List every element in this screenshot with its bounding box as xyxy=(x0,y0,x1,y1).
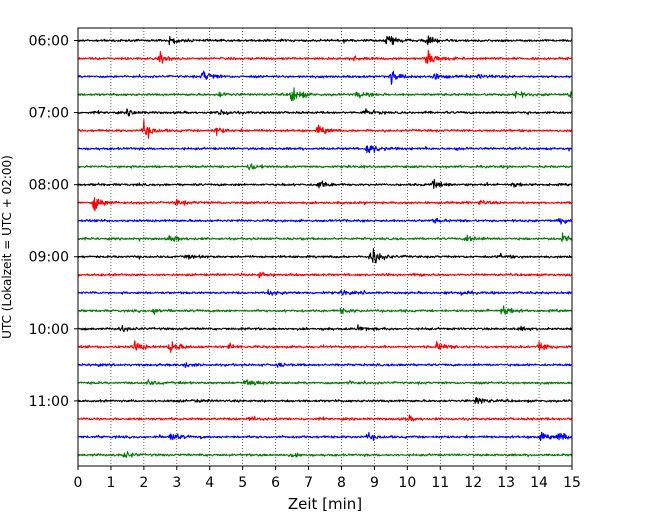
trace-line-0830 xyxy=(77,218,573,225)
x-tick-label: 13 xyxy=(497,475,515,491)
trace-line-1115 xyxy=(77,414,573,422)
trace-line-1100 xyxy=(77,396,573,405)
y-tick-label: 08:00 xyxy=(29,178,69,194)
y-axis: 06:00 07:00 08:00 09:00 10:00 11:00 xyxy=(29,34,78,410)
trace-line-1015 xyxy=(77,340,573,354)
trace-line-0630 xyxy=(77,70,573,85)
trace-line-0745 xyxy=(77,163,573,171)
grid-lines xyxy=(110,28,540,466)
trace-line-0600 xyxy=(77,35,573,46)
x-tick-label: 14 xyxy=(530,475,548,491)
y-tick-label: 09:00 xyxy=(29,250,69,266)
plot-frame xyxy=(77,27,573,467)
trace-line-1145 xyxy=(77,450,573,458)
x-tick-label: 12 xyxy=(464,475,482,491)
y-tick-label: 11:00 xyxy=(29,394,69,410)
trace-line-0615 xyxy=(77,49,573,64)
x-tick-label: 2 xyxy=(139,475,148,491)
x-tick-label: 6 xyxy=(271,475,280,491)
trace-line-0845 xyxy=(77,232,573,243)
x-tick-label: 8 xyxy=(337,475,346,491)
x-tick-label: 3 xyxy=(172,475,181,491)
trace-line-0700 xyxy=(77,108,573,117)
x-tick-label: 10 xyxy=(398,475,416,491)
trace-line-0945 xyxy=(77,305,573,315)
trace-line-0715 xyxy=(77,119,573,139)
x-tick-label: 0 xyxy=(74,475,83,491)
x-tick-label: 1 xyxy=(106,475,115,491)
x-tick-label: 11 xyxy=(431,475,449,491)
x-tick-label: 7 xyxy=(304,475,313,491)
y-axis-label: UTC (Lokalzeit = UTC + 02:00) xyxy=(0,155,14,339)
trace-line-1130 xyxy=(77,431,573,442)
y-tick-label: 06:00 xyxy=(29,34,69,50)
x-tick-label: 4 xyxy=(205,475,214,491)
trace-group xyxy=(77,35,573,458)
x-tick-label: 9 xyxy=(370,475,379,491)
trace-line-1045 xyxy=(77,379,573,386)
x-axis: 0 1 2 3 4 5 6 7 8 9 10 11 12 13 14 15 xyxy=(74,466,581,491)
y-tick-label: 10:00 xyxy=(29,322,69,338)
trace-line-0900 xyxy=(77,248,573,264)
trace-line-0800 xyxy=(77,178,573,190)
trace-line-0930 xyxy=(77,289,573,296)
trace-line-1000 xyxy=(77,324,573,333)
trace-line-0915 xyxy=(77,271,573,279)
x-tick-label: 15 xyxy=(563,475,581,491)
x-axis-label: Zeit [min] xyxy=(288,495,362,513)
trace-line-0645 xyxy=(77,87,573,102)
y-tick-label: 07:00 xyxy=(29,106,69,122)
trace-line-0815 xyxy=(77,196,573,212)
trace-line-1030 xyxy=(77,362,573,369)
x-tick-label: 5 xyxy=(238,475,247,491)
trace-line-0730 xyxy=(77,145,573,154)
